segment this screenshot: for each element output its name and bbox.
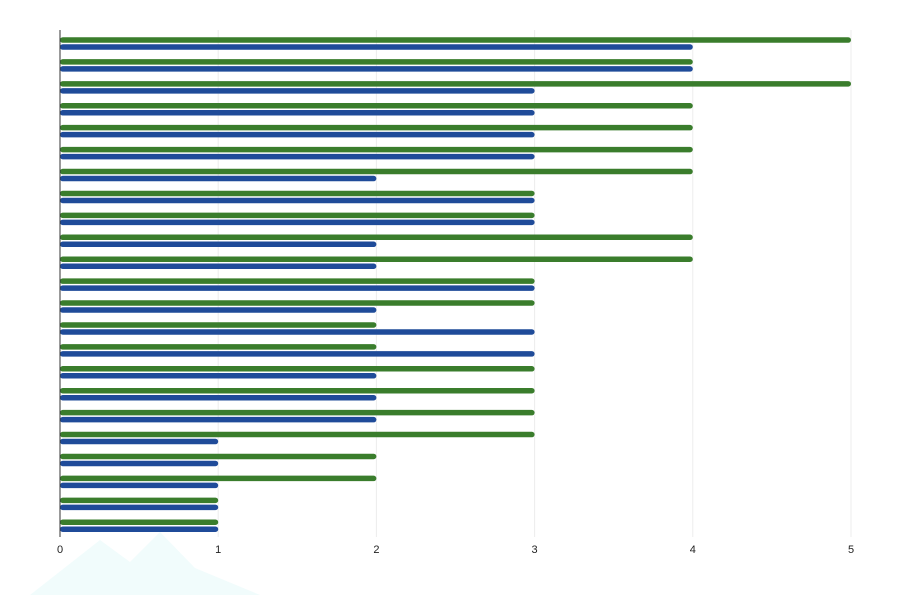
bar-series-1-item-14: [60, 322, 377, 328]
bar-series-1-item-8: [60, 190, 535, 197]
bar-series-1-item-22: [60, 497, 219, 504]
bar-series-2-item-19: [60, 438, 219, 445]
bar-series-1-item-9: [60, 212, 535, 219]
x-axis-ticks: 0 1 2 3 4 5: [57, 544, 854, 556]
bar-series-2-item-6: [60, 153, 535, 160]
bar-series-2-item-17: [60, 394, 377, 401]
x-tick-label-2: 2: [373, 544, 379, 556]
bar-series-2-item-22: [60, 504, 219, 511]
bar-series-1-item-23: [60, 519, 219, 525]
bar-series-1-item-21: [60, 475, 377, 482]
bar-series-2-item-8: [60, 197, 535, 204]
bar-series-2-item-16: [60, 373, 377, 379]
bar-series-1-item-3: [60, 81, 851, 87]
x-tick-label-5: 5: [848, 544, 854, 556]
bar-series-2-item-5: [60, 131, 535, 138]
x-tick-label-0: 0: [57, 544, 63, 556]
bar-series-1-item-4: [60, 103, 693, 109]
bar-series-1-item-20: [60, 453, 377, 460]
bar-series-1-item-13: [60, 300, 535, 306]
bar-series-2-item-2: [60, 66, 693, 72]
bar-series-2-item-9: [60, 219, 535, 226]
bar-series-1-item-18: [60, 409, 535, 416]
bar-series-2-item-7: [60, 175, 377, 182]
bar-series-2-item-15: [60, 351, 535, 357]
bar-series-1-item-11: [60, 256, 693, 262]
bar-series-2-item-18: [60, 416, 377, 423]
bar-series-1-item-17: [60, 387, 535, 394]
bar-series-2-item-10: [60, 241, 377, 248]
bar-series-2-item-13: [60, 307, 377, 313]
bar-series-2-item-14: [60, 329, 535, 335]
bar-series-1-item-16: [60, 366, 535, 372]
bars: [60, 37, 851, 532]
bar-series-1-item-7: [60, 168, 693, 175]
bar-series-2-item-1: [60, 44, 693, 50]
bar-series-1-item-5: [60, 124, 693, 131]
bar-series-1-item-15: [60, 344, 377, 350]
x-tick-label-4: 4: [690, 544, 696, 556]
bar-series-2-item-23: [60, 526, 219, 532]
bar-series-2-item-12: [60, 285, 535, 291]
bar-series-1-item-6: [60, 146, 693, 153]
bar-series-1-item-1: [60, 37, 851, 43]
x-tick-label-1: 1: [215, 544, 221, 556]
bar-series-2-item-11: [60, 263, 377, 269]
bar-series-1-item-2: [60, 59, 693, 65]
bar-series-2-item-21: [60, 482, 219, 489]
bar-series-1-item-10: [60, 234, 693, 241]
bar-series-2-item-4: [60, 110, 535, 116]
bar-series-1-item-19: [60, 431, 535, 438]
bar-series-1-item-12: [60, 278, 535, 284]
bar-series-2-item-20: [60, 460, 219, 467]
x-tick-label-3: 3: [532, 544, 538, 556]
watermark-shape: [30, 532, 260, 595]
bar-series-2-item-3: [60, 88, 535, 94]
